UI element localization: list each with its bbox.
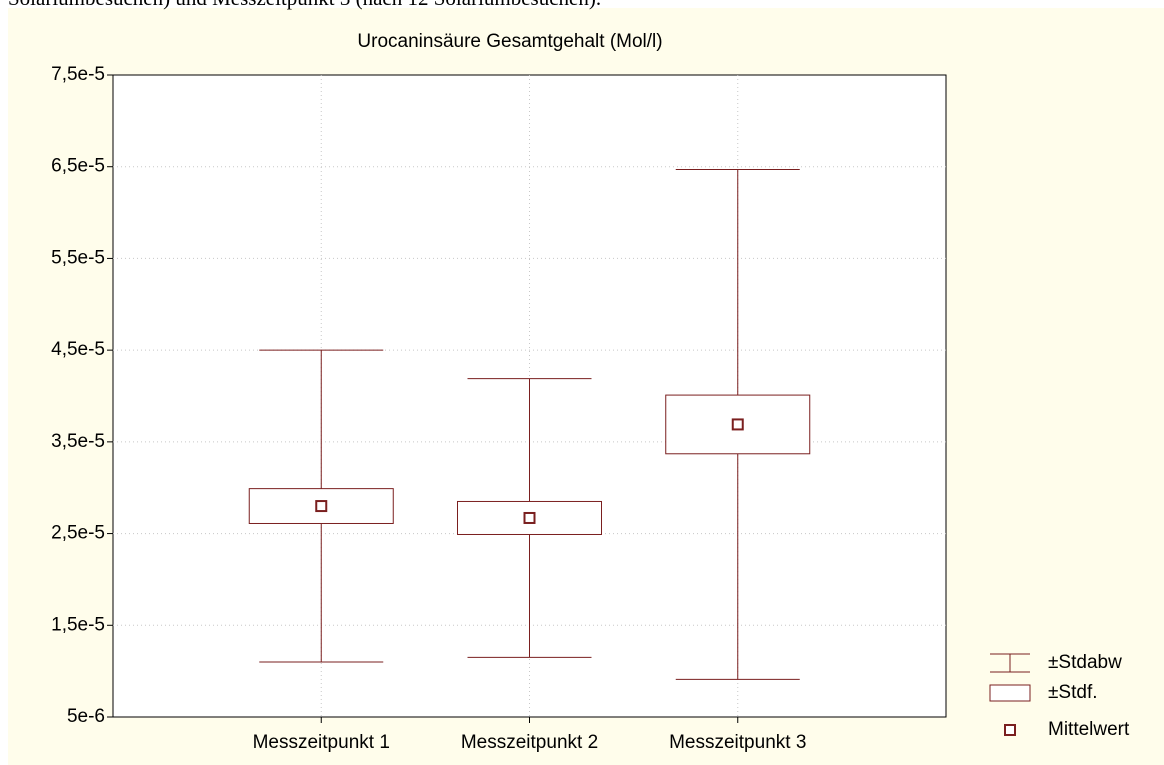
x-tick-label: Messzeitpunkt 3: [669, 732, 806, 753]
y-tick-label: 1,5e-5: [51, 614, 105, 635]
x-tick-label: Messzeitpunkt 2: [461, 732, 598, 753]
mean-marker: [315, 500, 328, 513]
chart-title: Urocaninsäure Gesamtgehalt (Mol/l): [357, 31, 662, 52]
y-tick-label: 5,5e-5: [51, 247, 105, 268]
y-tick-label: 5e-6: [67, 706, 105, 727]
legend-label: ±Stdabw: [1048, 652, 1122, 673]
y-tick-label: 6,5e-5: [51, 156, 105, 177]
y-tick-label: 2,5e-5: [51, 523, 105, 544]
legend-mean: [1004, 724, 1016, 736]
mean-marker: [523, 511, 536, 524]
x-tick-label: Messzeitpunkt 1: [253, 732, 390, 753]
legend-box: [989, 684, 1031, 702]
legend-label: Mittelwert: [1048, 719, 1130, 740]
y-tick-label: 7,5e-5: [51, 64, 105, 85]
y-tick-label: 4,5e-5: [51, 339, 105, 360]
mean-marker: [731, 418, 744, 431]
caption: Solariumbesuchen) und Messzeitpunkt 3 (n…: [8, 0, 601, 10]
y-tick-label: 3,5e-5: [51, 431, 105, 452]
legend-label: ±Stdf.: [1048, 682, 1098, 703]
